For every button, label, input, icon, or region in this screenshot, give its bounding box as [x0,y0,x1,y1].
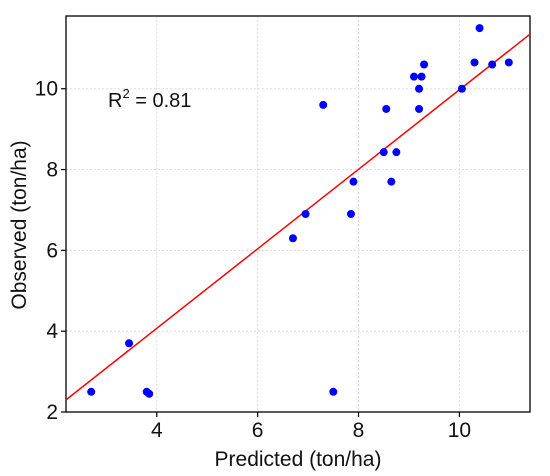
x-axis-title: Predicted (ton/ha) [215,448,382,471]
x-tick-label: 6 [252,419,264,442]
data-point [470,58,479,67]
fit-line-layer [65,33,531,401]
x-tick-label: 10 [448,419,471,442]
data-point [379,148,388,157]
data-point [410,72,418,81]
axis-ticks: 4 6 8 10 2 4 6 8 10 [35,78,471,442]
data-point [420,60,429,69]
data-point [301,210,310,218]
data-point [392,148,401,157]
x-tick-label: 4 [151,419,163,442]
y-tick-label: 8 [46,159,58,182]
y-axis-title: Observed (ton/ha) [8,140,31,309]
regression-line [65,33,531,401]
r-squared-base: R [108,90,122,112]
data-point [504,58,513,67]
data-point [382,104,391,113]
y-tick-label: 6 [46,239,58,262]
data-point [488,60,497,69]
data-point [125,339,134,348]
data-point [145,389,154,398]
y-tick-label: 2 [46,401,58,424]
plot-area [65,15,531,413]
y-tick-label: 4 [46,320,58,343]
y-tick-label: 10 [35,78,58,101]
data-point [415,104,424,113]
data-point [415,84,424,93]
data-point [329,387,338,396]
data-point [475,24,484,33]
data-point [319,100,328,109]
data-point [387,177,396,186]
data-point [346,210,355,218]
data-point [457,84,466,93]
data-point [349,177,358,186]
data-point [288,234,297,243]
r-squared-superscript: 2 [122,86,129,101]
data-point [87,387,96,396]
r-squared-annotation: R2 = 0.81 [108,86,191,112]
x-tick-label: 8 [353,419,365,442]
r-squared-value: = 0.81 [130,90,192,112]
points-layer [87,24,513,398]
data-point [417,72,426,81]
grid-lines [66,16,530,413]
